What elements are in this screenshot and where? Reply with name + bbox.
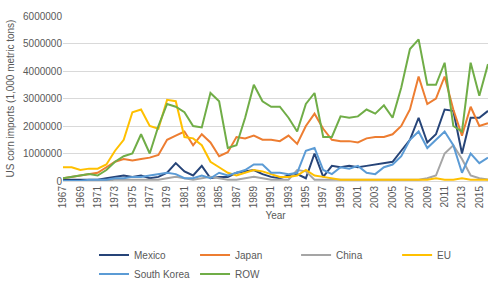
svg-text:1983: 1983 — [196, 186, 207, 209]
svg-text:0: 0 — [56, 176, 62, 187]
svg-text:2003: 2003 — [369, 186, 380, 209]
svg-text:1995: 1995 — [300, 186, 311, 209]
svg-text:1975: 1975 — [127, 186, 138, 209]
svg-text:1971: 1971 — [92, 186, 103, 209]
svg-text:1989: 1989 — [248, 186, 259, 209]
svg-text:2005: 2005 — [387, 186, 398, 209]
svg-text:2009: 2009 — [422, 186, 433, 209]
svg-text:China: China — [336, 250, 363, 261]
svg-text:Mexico: Mexico — [134, 250, 166, 261]
svg-text:2015: 2015 — [474, 186, 485, 209]
svg-text:6000000: 6000000 — [23, 11, 62, 22]
svg-text:EU: EU — [437, 250, 451, 261]
svg-text:1979: 1979 — [161, 186, 172, 209]
svg-text:1987: 1987 — [231, 186, 242, 209]
svg-text:1967: 1967 — [57, 186, 68, 209]
svg-text:ROW: ROW — [235, 269, 260, 280]
svg-text:2000000: 2000000 — [23, 121, 62, 132]
svg-text:1999: 1999 — [335, 186, 346, 209]
svg-text:3000000: 3000000 — [23, 93, 62, 104]
svg-text:1991: 1991 — [265, 186, 276, 209]
svg-text:US corn imports (1,000 metric: US corn imports (1,000 metric tons) — [5, 20, 16, 178]
svg-text:1985: 1985 — [213, 186, 224, 209]
svg-text:Japan: Japan — [235, 250, 262, 261]
svg-text:1000000: 1000000 — [23, 148, 62, 159]
svg-text:1997: 1997 — [317, 186, 328, 209]
svg-text:4000000: 4000000 — [23, 66, 62, 77]
svg-text:2013: 2013 — [456, 186, 467, 209]
svg-text:5000000: 5000000 — [23, 38, 62, 49]
svg-text:1973: 1973 — [109, 186, 120, 209]
svg-text:1993: 1993 — [283, 186, 294, 209]
svg-text:2007: 2007 — [404, 186, 415, 209]
svg-text:Year: Year — [265, 210, 286, 221]
svg-text:South Korea: South Korea — [134, 269, 190, 280]
svg-text:1969: 1969 — [75, 186, 86, 209]
svg-text:2011: 2011 — [439, 186, 450, 208]
svg-text:2001: 2001 — [352, 186, 363, 209]
svg-text:1981: 1981 — [179, 186, 190, 209]
svg-text:1977: 1977 — [144, 186, 155, 209]
